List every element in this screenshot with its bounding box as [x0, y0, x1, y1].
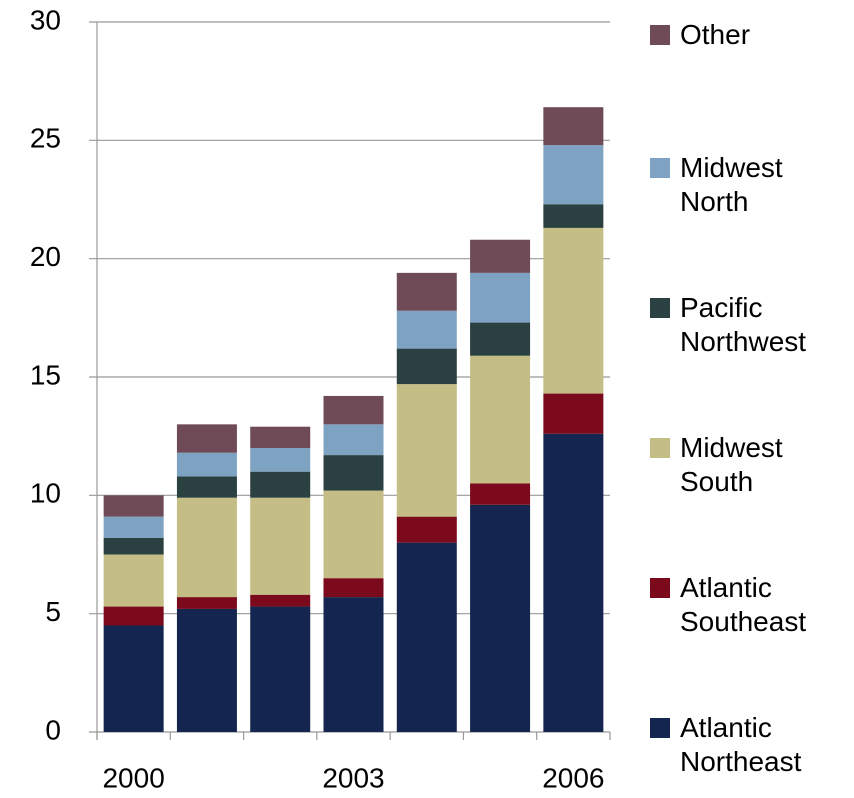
bar-segment: [250, 448, 311, 472]
x-tick-label: 2000: [102, 762, 164, 793]
bar-segment: [396, 310, 457, 349]
y-tick-label: 25: [30, 123, 61, 154]
bar-segment: [323, 395, 384, 425]
y-tick-label: 5: [45, 596, 61, 627]
bar-segment: [103, 554, 164, 607]
legend-swatch: [650, 158, 670, 178]
legend-item: Atlantic Northeast: [650, 711, 850, 779]
legend-swatch: [650, 438, 670, 458]
y-tick-label: 30: [30, 4, 61, 35]
legend-label: Atlantic Northeast: [680, 712, 802, 777]
bar-segment: [470, 355, 531, 484]
bar-segment: [250, 606, 311, 732]
bar-segment: [250, 426, 311, 448]
bar-segment: [176, 597, 237, 609]
bar-segment: [470, 483, 531, 505]
legend-swatch: [650, 578, 670, 598]
bar-segment: [543, 204, 604, 228]
legend-label: Pacific Northwest: [680, 292, 807, 357]
legend-item: Atlantic Southeast: [650, 571, 850, 639]
bar-segment: [103, 625, 164, 732]
legend-item: Other: [650, 18, 850, 52]
legend-swatch: [650, 718, 670, 738]
bar-segment: [543, 393, 604, 434]
bar-segment: [396, 542, 457, 732]
legend-item: Midwest North: [650, 151, 850, 219]
bar-segment: [323, 455, 384, 491]
bar-segment: [470, 272, 531, 323]
bar-segment: [250, 497, 311, 595]
legend-item: Midwest South: [650, 431, 850, 499]
bar-segment: [103, 606, 164, 626]
bar-segment: [323, 597, 384, 732]
bar-segment: [323, 424, 384, 456]
bar-segment: [176, 608, 237, 732]
bar-segment: [543, 145, 604, 205]
legend-label: Midwest South: [680, 432, 783, 497]
legend-item: Pacific Northwest: [650, 291, 850, 359]
bar-segment: [396, 272, 457, 311]
legend-label: Other: [680, 19, 751, 50]
y-tick-label: 10: [30, 478, 61, 509]
legend-label: Midwest North: [680, 152, 783, 217]
y-tick-label: 0: [45, 714, 61, 745]
bar-segment: [103, 495, 164, 517]
bar-segment: [543, 433, 604, 732]
bar-segment: [176, 424, 237, 453]
x-tick-label: 2006: [542, 762, 604, 793]
legend-label: Atlantic Southeast: [680, 572, 807, 637]
bar-segment: [543, 227, 604, 394]
bar-segment: [103, 537, 164, 555]
bar-segment: [176, 452, 237, 477]
y-tick-label: 20: [30, 241, 61, 272]
bar-segment: [396, 516, 457, 543]
bar-segment: [470, 322, 531, 356]
y-tick-label: 15: [30, 359, 61, 390]
legend-swatch: [650, 298, 670, 318]
x-tick-label: 2003: [322, 762, 384, 793]
bar-segment: [470, 239, 531, 273]
legend-swatch: [650, 25, 670, 45]
bar-segment: [103, 516, 164, 538]
bar-segment: [543, 107, 604, 146]
bar-segment: [396, 384, 457, 517]
bar-segment: [176, 497, 237, 598]
bar-segment: [250, 471, 311, 498]
bar-segment: [176, 476, 237, 498]
bar-segment: [323, 578, 384, 598]
bar-segment: [470, 504, 531, 732]
bar-segment: [323, 490, 384, 579]
bar-segment: [250, 594, 311, 607]
bar-segment: [396, 348, 457, 385]
